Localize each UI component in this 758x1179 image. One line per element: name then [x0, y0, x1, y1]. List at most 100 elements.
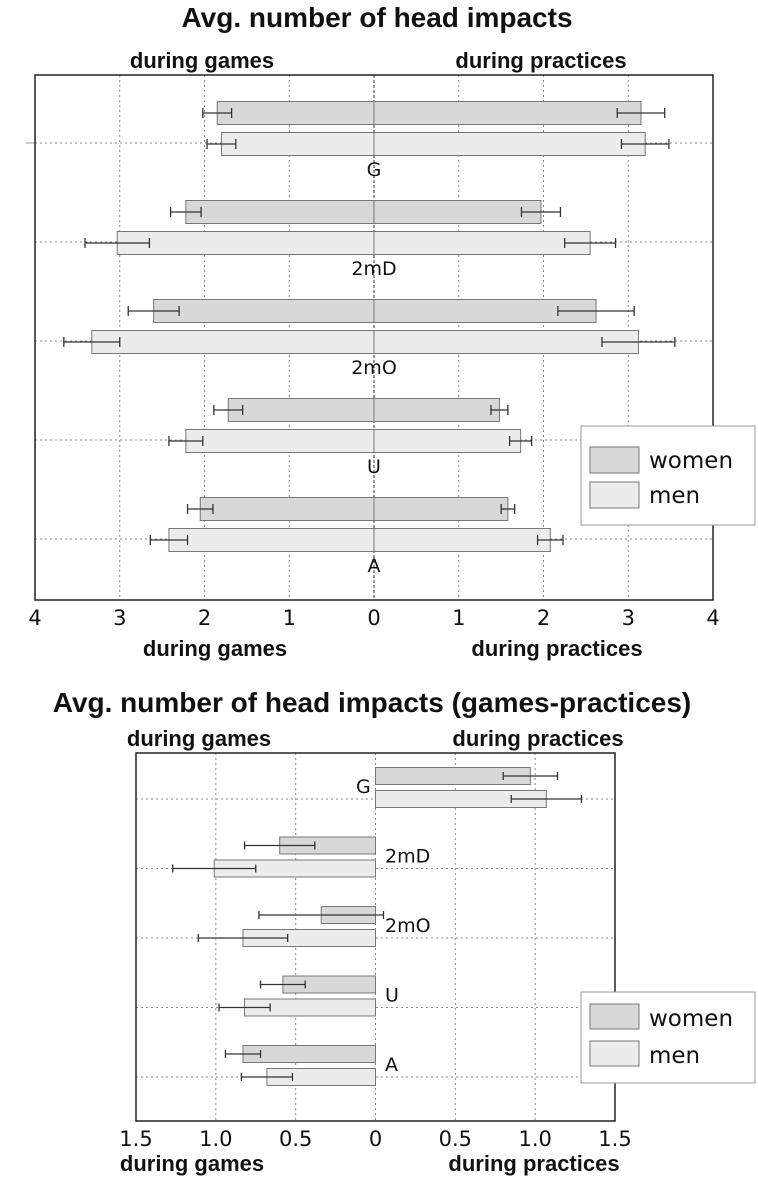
- chart-2-tick-label: 0.5: [439, 1127, 472, 1151]
- bar-women-G-games: [216, 101, 375, 125]
- errorbar-women-U-difference: [259, 980, 306, 989]
- chart-2-tick-label: 1.0: [518, 1127, 551, 1151]
- errorbar-women-2mO-difference: [258, 911, 385, 919]
- bar-men-A-games: [168, 528, 375, 552]
- chart-1-tick-label: 3: [622, 606, 635, 630]
- chart-1-frame: [34, 74, 714, 601]
- chart-1-category-label: A: [368, 555, 381, 577]
- chart-2-legend-men-swatch: [589, 1040, 640, 1067]
- bar-women-U-practices: [373, 398, 500, 422]
- errorbar-women-2mD-games: [169, 207, 202, 217]
- bar-men-2mD-practices: [373, 231, 591, 255]
- chart-2-legend-men-label: men: [649, 1043, 700, 1069]
- errorbar-men-U-practices: [508, 436, 533, 446]
- errorbar-women-2mD-difference: [243, 841, 316, 850]
- errorbar-men-G-games: [206, 139, 237, 149]
- bar-men-G-games: [220, 132, 375, 156]
- errorbar-women-G-practices: [616, 108, 666, 118]
- chart-1: Avg. number of head impacts during games…: [26, 2, 756, 661]
- chart-1-tick-label: 2: [537, 606, 550, 630]
- chart-1-bottom-right-label: during practices: [471, 636, 642, 661]
- chart-2-category-label: A: [385, 1054, 398, 1076]
- chart-2-category-label: 2mD: [385, 846, 430, 868]
- chart-2-title: Avg. number of head impacts (games-pract…: [53, 687, 691, 718]
- chart-1-top-right-label: during practices: [455, 48, 626, 73]
- chart-1-category-label: G: [367, 159, 382, 181]
- chart-2: Avg. number of head impacts (games-pract…: [53, 687, 756, 1176]
- bar-women-A-practices: [373, 497, 509, 521]
- errorbar-men-U-difference: [218, 1003, 271, 1012]
- chart-1-bottom-left-label: during games: [143, 636, 287, 661]
- chart-1-tick-label: 2: [198, 606, 211, 630]
- errorbar-women-G-difference: [502, 772, 559, 780]
- chart-1-legend-women-swatch: [589, 446, 640, 474]
- chart-2-category-labels: G 2mD 2mO U A: [356, 776, 431, 1076]
- bar-men-G-practices: [373, 132, 646, 156]
- chart-2-legend-women-label: women: [649, 1006, 733, 1032]
- chart-1-tick-label: 4: [706, 606, 719, 630]
- chart-1-tick-label: 0: [367, 606, 380, 630]
- errorbar-women-U-practices: [490, 405, 509, 415]
- chart-2-tick-label: 0: [369, 1127, 382, 1151]
- errorbar-women-A-games: [186, 504, 214, 514]
- bar-women-2mD-games: [185, 200, 375, 224]
- bar-women-U-games: [227, 398, 375, 422]
- errorbar-men-2mD-games: [84, 238, 151, 248]
- chart-2-bars: [172, 767, 583, 1086]
- errorbar-women-U-games: [213, 405, 244, 415]
- errorbar-women-2mO-games: [127, 306, 180, 316]
- chart-1-category-labels: G 2mD 2mO U A: [351, 159, 397, 577]
- chart-2-tick-labels: 1.5 1.0 0.5 0 0.5 1.0 1.5: [119, 1127, 631, 1151]
- errorbar-men-A-practices: [536, 535, 564, 545]
- bar-women-2mD-practices: [373, 200, 542, 224]
- errorbar-men-2mO-practices: [601, 337, 676, 347]
- bar-women-A-games: [199, 497, 375, 521]
- chart-1-tick-labels: 4 3 2 1 0 1 2 3 4: [28, 606, 719, 630]
- chart-2-category-label: U: [385, 985, 399, 1007]
- bar-women-2mO-games: [153, 299, 375, 323]
- chart-2-frame: [135, 752, 616, 1122]
- chart-1-category-label: 2mD: [351, 258, 396, 280]
- chart-1-legend-men-swatch: [589, 481, 640, 509]
- bar-women-G-practices: [373, 101, 642, 125]
- bar-men-U-games: [185, 429, 375, 453]
- chart-1-bars: [63, 101, 676, 552]
- chart-2-tick-label: 0.5: [279, 1127, 312, 1151]
- chart-1-category-label: 2mO: [351, 357, 397, 379]
- chart-1-legend-women-label: women: [649, 448, 733, 474]
- chart-1-top-left-label: during games: [130, 48, 274, 73]
- chart-1-tick-label: 4: [28, 606, 41, 630]
- chart-1-tick-label: 3: [113, 606, 126, 630]
- chart-2-tick-label: 1.0: [199, 1127, 232, 1151]
- bar-men-U-practices: [373, 429, 522, 453]
- chart-2-category-label: 2mO: [385, 915, 431, 937]
- errorbar-men-2mD-practices: [564, 238, 617, 248]
- bar-men-2mO-games: [91, 330, 375, 354]
- chart-2-tick-label: 1.5: [119, 1127, 152, 1151]
- errorbar-women-2mO-practices: [557, 306, 635, 316]
- errorbar-men-A-difference: [240, 1073, 294, 1081]
- chart-2-bottom-left-label: during games: [120, 1151, 264, 1176]
- chart-2-top-left-label: during games: [127, 726, 271, 751]
- chart-1-category-label: U: [367, 456, 381, 478]
- errorbar-men-2mD-difference: [172, 864, 257, 873]
- bar-men-2mD-games: [116, 231, 375, 255]
- errorbar-women-2mD-practices: [520, 207, 562, 217]
- errorbar-men-2mO-difference: [197, 934, 289, 942]
- chart-2-top-right-label: during practices: [452, 726, 623, 751]
- chart-2-legend: women men: [580, 991, 756, 1084]
- chart-2-category-label: G: [356, 776, 371, 798]
- chart-1-legend-box: [580, 425, 756, 526]
- chart-1-title: Avg. number of head impacts: [181, 2, 572, 33]
- chart-1-tick-label: 1: [452, 606, 465, 630]
- chart-1-legend: women men: [580, 425, 756, 526]
- chart-2-legend-women-swatch: [589, 1003, 640, 1030]
- errorbar-women-G-games: [202, 108, 233, 118]
- chart-1-legend-men-label: men: [649, 483, 700, 509]
- errorbar-men-2mO-games: [63, 337, 121, 347]
- errorbar-men-U-games: [168, 436, 204, 446]
- errorbar-women-A-difference: [224, 1050, 262, 1058]
- chart-2-tick-label: 1.5: [598, 1127, 631, 1151]
- bar-women-A-difference: [242, 1045, 376, 1063]
